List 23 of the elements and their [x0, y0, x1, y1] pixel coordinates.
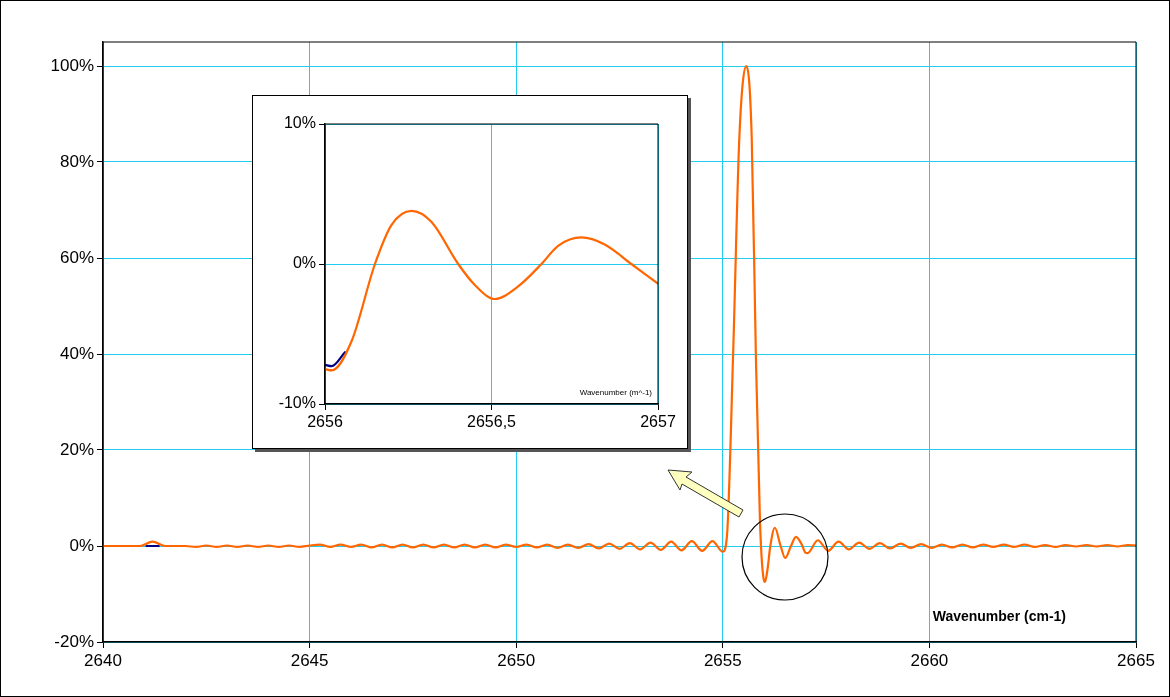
line-series — [103, 64, 1136, 584]
y-tick-label: 0% — [292, 254, 316, 272]
x-tick-label: 2640 — [84, 650, 122, 670]
y-tick-label: 80% — [59, 151, 94, 171]
x-tick-label: 2655 — [703, 650, 742, 670]
x-tick-label: 2657 — [640, 413, 676, 431]
x-tick-label: 2650 — [497, 650, 536, 670]
y-tick-label: -20% — [54, 631, 94, 651]
y-tick-label: 10% — [283, 114, 316, 132]
y-tick-label: -10% — [278, 394, 316, 412]
x-axis-title: Wavenumber (m^-1) — [579, 388, 653, 398]
line-series — [325, 209, 658, 372]
x-tick-label: 2660 — [910, 650, 949, 670]
y-tick-label: 20% — [59, 439, 94, 459]
x-tick-label: 2665 — [1117, 650, 1155, 670]
y-tick-label: 0% — [69, 535, 94, 555]
x-tick-label: 2656 — [307, 413, 343, 431]
x-axis-title: Wavenumber (cm-1) — [932, 607, 1066, 624]
y-tick-label: 40% — [59, 343, 94, 363]
y-tick-label: 100% — [50, 55, 94, 75]
y-tick-label: 60% — [59, 247, 94, 267]
x-tick-label: 2645 — [290, 650, 329, 670]
x-tick-label: 2656,5 — [467, 413, 517, 431]
